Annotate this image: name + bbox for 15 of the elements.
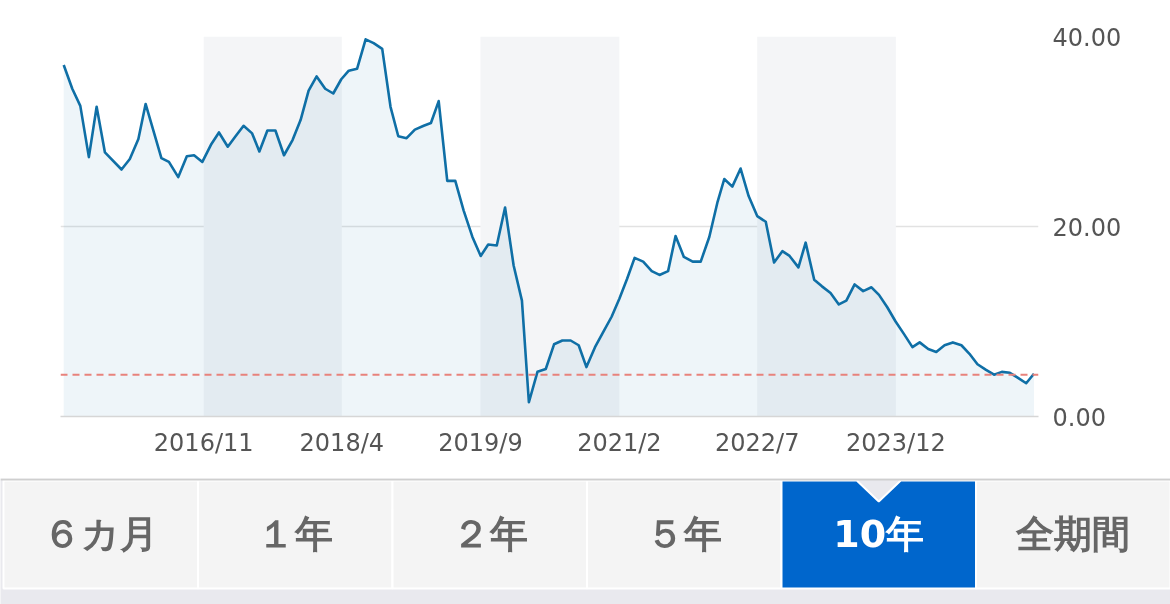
x-tick-label: 2016/11 xyxy=(153,428,254,457)
category-label: 全期間 xyxy=(1015,511,1131,556)
x-tick-label: 2021/2 xyxy=(577,428,662,457)
x-tick-label: 2019/9 xyxy=(438,428,523,457)
category-label: ５年 xyxy=(646,511,723,556)
category-label: １年 xyxy=(257,511,334,556)
x-tick-label: 2022/7 xyxy=(714,428,800,457)
category-label: ２年 xyxy=(451,511,528,556)
category-label: 10年 xyxy=(833,511,925,556)
category-label: ６カ月 xyxy=(43,511,159,556)
y-tick-label: 0.00 xyxy=(1052,403,1106,432)
y-tick-label: 20.00 xyxy=(1052,213,1122,242)
x-tick-label: 2018/4 xyxy=(299,428,385,457)
x-tick-label: 2023/12 xyxy=(845,428,946,457)
y-tick-label: 40.00 xyxy=(1052,23,1122,52)
